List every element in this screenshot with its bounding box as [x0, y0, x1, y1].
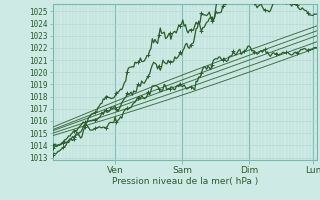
X-axis label: Pression niveau de la mer( hPa ): Pression niveau de la mer( hPa ) [112, 177, 258, 186]
